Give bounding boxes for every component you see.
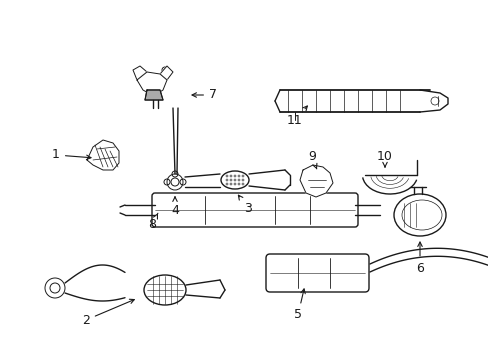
FancyBboxPatch shape (152, 193, 357, 227)
FancyBboxPatch shape (265, 254, 368, 292)
Polygon shape (87, 140, 119, 170)
Text: 11: 11 (286, 106, 307, 126)
Polygon shape (299, 165, 332, 197)
Polygon shape (133, 66, 147, 80)
Text: 3: 3 (238, 195, 251, 215)
Text: 6: 6 (415, 242, 423, 274)
Text: 10: 10 (376, 150, 392, 167)
Circle shape (45, 278, 65, 298)
Text: 7: 7 (192, 89, 217, 102)
Polygon shape (145, 90, 163, 100)
Ellipse shape (221, 171, 248, 189)
Polygon shape (160, 66, 173, 80)
Polygon shape (137, 72, 167, 94)
Text: 2: 2 (82, 299, 134, 327)
Ellipse shape (393, 194, 445, 236)
Text: 4: 4 (171, 197, 179, 216)
Ellipse shape (143, 275, 185, 305)
Text: 9: 9 (307, 150, 316, 169)
Text: 1: 1 (52, 148, 91, 162)
Text: 5: 5 (293, 289, 305, 321)
Text: 8: 8 (148, 213, 158, 231)
